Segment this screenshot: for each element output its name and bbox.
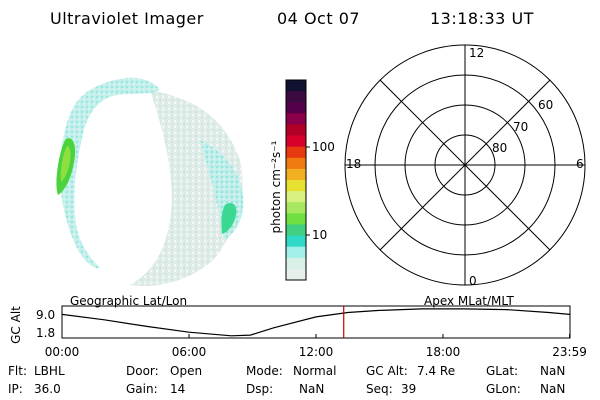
- instrument-title: Ultraviolet Imager: [50, 9, 204, 28]
- colorbar-band: [286, 213, 306, 225]
- door-value: Open: [170, 364, 203, 378]
- y-tick-label-low: 1.8: [36, 326, 56, 340]
- door-label: Door:: [126, 364, 159, 378]
- timeline-frame: [61, 305, 571, 339]
- colorbar-band: [286, 257, 306, 270]
- ip-label: IP:: [8, 382, 23, 396]
- colorbar-band: [286, 80, 306, 92]
- glat-value: NaN: [540, 364, 566, 378]
- gcalt-value: 7.4 Re: [417, 364, 456, 378]
- lat-label-80: 80: [492, 141, 508, 155]
- x-ticks: [61, 334, 571, 338]
- x-tick-label: 06:00: [171, 345, 207, 359]
- date-label: 04 Oct 07: [277, 9, 361, 28]
- mlt-label-12: 12: [469, 46, 485, 60]
- glat-label: GLat:: [486, 364, 519, 378]
- colorbar-tick-label-100: 100: [312, 140, 335, 154]
- seq-label: Seq:: [366, 382, 393, 396]
- colorbar-band: [286, 113, 306, 125]
- colorbar-tick-label-10: 10: [312, 228, 328, 242]
- colorbar-band: [286, 157, 306, 170]
- timeline-right-label: Apex MLat/MLT: [424, 294, 514, 308]
- time-label: 13:18:33 UT: [430, 9, 534, 28]
- colorbar-band: [286, 224, 306, 237]
- timeline-left-label: Geographic Lat/Lon: [70, 294, 188, 308]
- colorbar-band: [286, 235, 306, 248]
- glon-label: GLon:: [486, 382, 521, 396]
- colorbar-band: [286, 268, 306, 281]
- colorbar-band: [286, 124, 306, 137]
- ip-value: 36.0: [34, 382, 61, 396]
- x-tick-label: 23:59: [552, 345, 587, 359]
- gcalt-label: GC Alt:: [366, 364, 408, 378]
- auroral-oval: [56, 77, 237, 269]
- colorbar-band: [286, 202, 306, 214]
- x-tick-label: 18:00: [425, 345, 461, 359]
- mode-value: Normal: [293, 364, 337, 378]
- mlt-label-18: 18: [346, 157, 362, 171]
- colorbar-band: [286, 246, 306, 259]
- gain-label: Gain:: [126, 382, 158, 396]
- colorbar-frame: [285, 79, 307, 281]
- flt-label: Flt:: [8, 364, 27, 378]
- colorbar-band: [286, 146, 306, 159]
- flt-value: LBHL: [34, 364, 65, 378]
- seq-value: 39: [401, 382, 417, 396]
- altitude-series-line: [61, 308, 570, 337]
- mlt-label-0: 0: [469, 274, 477, 288]
- dsp-value: NaN: [299, 382, 325, 396]
- lat-label-70: 70: [513, 120, 529, 134]
- colorbar-gradient: [286, 80, 306, 281]
- colorbar-band: [286, 180, 306, 192]
- colorbar-band: [286, 91, 306, 103]
- colorbar-band: [286, 168, 306, 181]
- colorbar-band: [286, 102, 306, 114]
- polar-diagonal-2: [379, 79, 551, 251]
- x-tick-label: 00:00: [44, 345, 80, 359]
- gain-value: 14: [170, 382, 186, 396]
- mode-label: Mode:: [246, 364, 283, 378]
- mlt-label-6: 6: [576, 157, 584, 171]
- lat-label-60: 60: [538, 98, 554, 112]
- glon-value: NaN: [540, 382, 566, 396]
- colorbar-band: [286, 191, 306, 203]
- colorbar-band: [286, 135, 306, 148]
- y-tick-label-high: 9.0: [36, 308, 56, 322]
- x-tick-label: 12:00: [298, 345, 334, 359]
- dsp-label: Dsp:: [246, 382, 274, 396]
